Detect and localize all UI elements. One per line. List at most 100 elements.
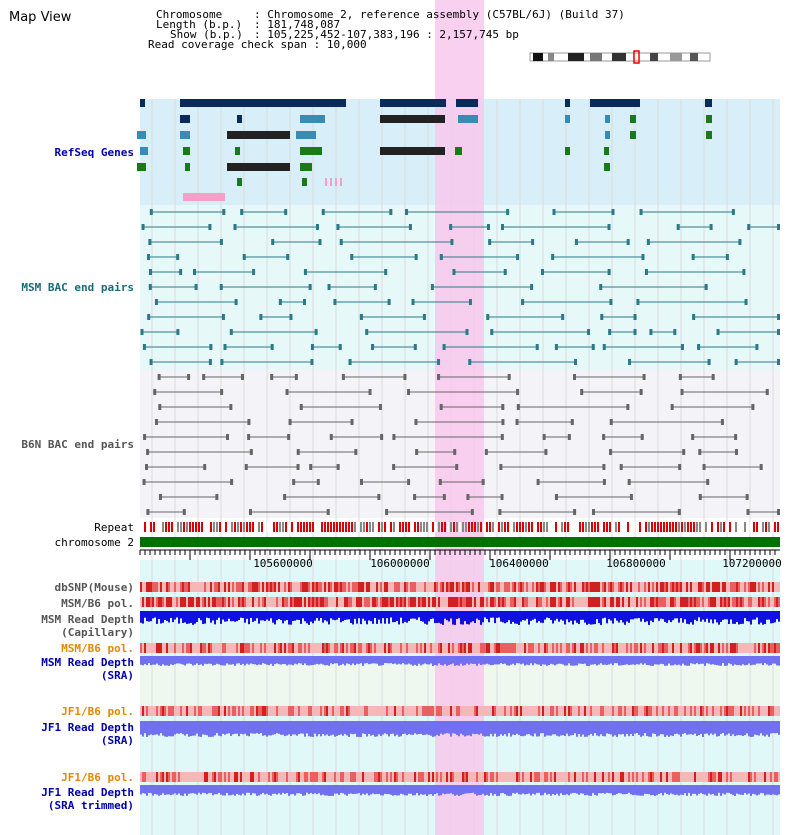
msm-pol-strip [214, 597, 216, 607]
jf1-depth-sra-bar [240, 721, 242, 734]
msm-pol2-strip [720, 643, 722, 653]
msm-pol2-strip [650, 643, 652, 653]
jf1-depth-trimmed-bar [162, 785, 164, 794]
jf1-pol2-strip [344, 772, 346, 782]
msm-depth-capillary-bar [774, 611, 776, 623]
msm-pol2-strip [298, 643, 300, 653]
jf1-pol-strip [154, 706, 156, 716]
msm-pol2-strip [420, 643, 422, 653]
msm-depth-sra-bar [368, 656, 370, 665]
track-label-b6n-bac[interactable]: B6N BAC end pairs [21, 438, 134, 451]
b6n-bac-pair-end [680, 389, 684, 395]
jf1-pol2-strip [368, 772, 370, 782]
jf1-depth-sra-bar [292, 721, 294, 735]
jf1-pol2-strip [540, 772, 542, 782]
msm-pol2-strip [718, 643, 720, 653]
msm-pol-strip [234, 597, 236, 607]
jf1-pol2-strip [498, 772, 500, 782]
dbsnp-strip [516, 582, 518, 592]
jf1-depth-trimmed-bar [378, 785, 380, 795]
repeat-mark [249, 522, 251, 532]
jf1-pol2-strip [144, 772, 146, 782]
msm-pol2-strip [574, 643, 576, 653]
msm-pol2-strip [290, 643, 292, 653]
msm-depth-capillary-bar [258, 611, 260, 624]
dbsnp-strip [334, 582, 336, 592]
jf1-pol-strip [538, 706, 540, 716]
msm-depth-capillary-bar [644, 611, 646, 623]
track-label-refseq[interactable]: RefSeq Genes [54, 146, 134, 159]
dbsnp-strip [654, 582, 656, 592]
jf1-depth-sra-bar [468, 721, 470, 736]
msm-depth-capillary-bar [458, 611, 460, 619]
dbsnp-strip [210, 582, 212, 592]
jf1-pol2-strip [644, 772, 646, 782]
dbsnp-strip [256, 582, 258, 592]
jf1-depth-sra-bar [178, 721, 180, 734]
msm-depth-sra-bar [696, 656, 698, 664]
dbsnp-strip [174, 582, 176, 592]
dbsnp-strip [292, 582, 294, 592]
msm-pol2-strip [686, 643, 688, 653]
jf1-pol-strip [774, 706, 776, 716]
msm-bac-pair-end [303, 299, 307, 305]
jf1-pol-strip [508, 706, 510, 716]
repeat-mark [693, 522, 695, 532]
msm-depth-sra-bar [400, 656, 402, 665]
jf1-pol-strip [292, 706, 294, 716]
msm-depth-sra-bar [584, 656, 586, 664]
jf1-depth-trimmed-bar [208, 785, 210, 794]
msm-depth-sra-bar [722, 656, 724, 664]
jf1-depth-sra-bar [212, 721, 214, 737]
msm-pol2-strip [480, 643, 482, 653]
b6n-bac-pair-end [407, 479, 411, 485]
jf1-pol2-strip [372, 772, 374, 782]
msm-depth-capillary-bar [370, 611, 372, 622]
msm-pol2-strip [768, 643, 770, 653]
b6n-bac-pair-end [146, 449, 150, 455]
msm-bac-pair-end [154, 299, 158, 305]
jf1-pol-strip [254, 706, 256, 716]
dbsnp-strip [478, 582, 480, 592]
msm-pol2-strip [200, 643, 202, 653]
msm-depth-sra-bar [174, 656, 176, 665]
jf1-pol2-strip [570, 772, 572, 782]
msm-bac-pair-end [149, 209, 153, 215]
dbsnp-strip [196, 582, 198, 592]
jf1-pol2-strip [378, 772, 380, 782]
jf1-pol2-strip [514, 772, 516, 782]
jf1-pol-strip [290, 706, 292, 716]
msm-pol-strip [154, 597, 156, 607]
msm-depth-sra-bar [736, 656, 738, 666]
msm-depth-sra-bar [394, 656, 396, 664]
jf1-pol2-strip [512, 772, 514, 782]
msm-depth-sra-bar [496, 656, 498, 665]
page-title: Map View [9, 10, 72, 25]
jf1-pol-strip [658, 706, 660, 716]
b6n-bac-pair-end [226, 434, 230, 440]
msm-depth-capillary-bar [444, 611, 446, 619]
jf1-pol2-strip [412, 772, 414, 782]
jf1-depth-sra-bar [464, 721, 466, 737]
msm-pol-strip [776, 597, 778, 607]
msm-depth-sra-bar [516, 656, 518, 664]
repeat-mark [210, 522, 212, 532]
jf1-depth-trimmed-bar [586, 785, 588, 795]
jf1-depth-trimmed-bar [462, 785, 464, 795]
msm-pol-strip [620, 597, 622, 607]
jf1-pol-strip [224, 706, 226, 716]
msm-bac-pair-end [147, 314, 151, 320]
track-label-msm-bac[interactable]: MSM BAC end pairs [21, 281, 134, 294]
msm-pol2-strip [312, 643, 314, 653]
jf1-depth-sra-bar [694, 721, 696, 734]
msm-pol-strip [486, 597, 488, 607]
msm-depth-capillary-bar [734, 611, 736, 624]
msm-depth-capillary-bar [232, 611, 234, 622]
msm-depth-sra-bar [592, 656, 594, 665]
jf1-depth-trimmed-bar [666, 785, 668, 795]
jf1-depth-sra-bar [370, 721, 372, 736]
jf1-depth-trimmed-bar [430, 785, 432, 795]
jf1-pol-strip [544, 706, 546, 716]
msm-pol-strip [144, 597, 146, 607]
